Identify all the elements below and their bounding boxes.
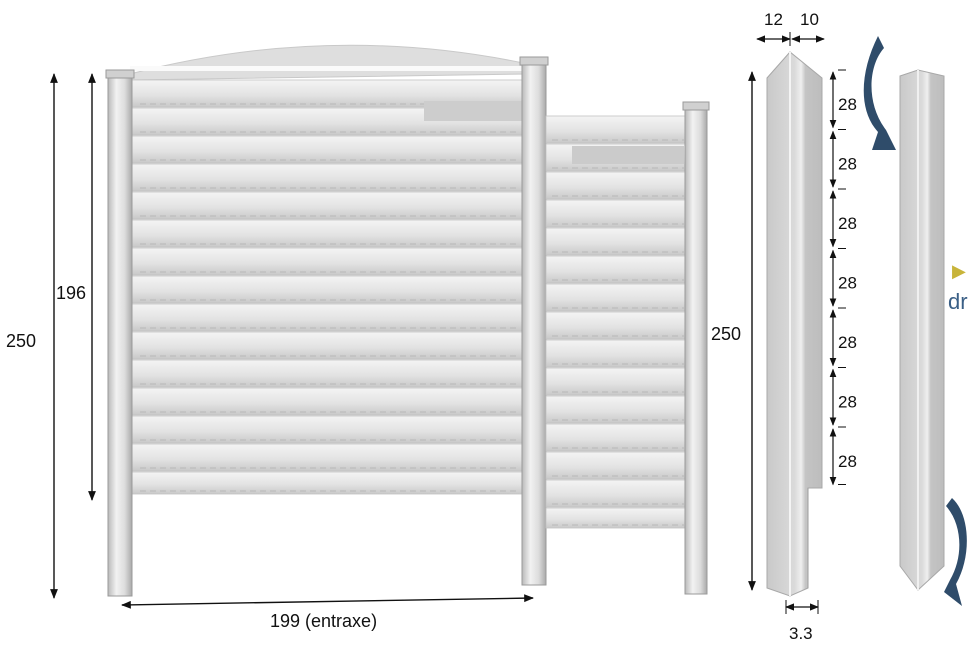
panel-slat xyxy=(545,171,687,200)
dimension-196-label: 196 xyxy=(56,283,86,303)
spacing-label: 28 xyxy=(838,452,857,471)
panel-slat xyxy=(545,339,687,368)
panel-slat xyxy=(545,255,687,284)
curved-arrow-icon xyxy=(944,498,967,606)
dimension-10-label: 10 xyxy=(800,10,819,29)
spacing-label: 28 xyxy=(838,392,857,411)
spacing-label: 28 xyxy=(838,333,857,352)
spacing-label: 28 xyxy=(838,273,857,292)
panel-slat xyxy=(129,303,525,332)
post-rotated-body xyxy=(899,69,945,591)
dimension-196: 196 xyxy=(56,73,96,501)
spacing-label: 28 xyxy=(838,95,857,114)
post-middle xyxy=(521,59,547,586)
dimension-span: 199 (entraxe) xyxy=(121,594,534,631)
dimension-span-label: 199 (entraxe) xyxy=(270,611,377,631)
panel-slat xyxy=(545,423,687,452)
panel-slat xyxy=(545,199,687,228)
spacing-label: 28 xyxy=(838,214,857,233)
panel-slat xyxy=(545,395,687,424)
dimension-12-label: 12 xyxy=(764,10,783,29)
post-left-cap xyxy=(105,69,135,79)
panel-slat xyxy=(545,451,687,480)
spacing-label: 28 xyxy=(838,154,857,173)
post-right xyxy=(684,105,708,595)
curved-arrow-icon xyxy=(863,36,896,150)
pointer-icon: ▶ xyxy=(952,261,966,281)
panel-slat xyxy=(129,359,525,388)
post-right-cap xyxy=(682,101,710,111)
panel-slat xyxy=(545,115,687,144)
panel-slat xyxy=(129,275,525,304)
panel-slat xyxy=(129,247,525,276)
cropped-label-text: dr xyxy=(948,289,968,314)
post-rotated xyxy=(899,69,945,591)
panel-slat xyxy=(129,135,525,164)
spacing-dimensions: 28 28 28 28 28 28 28 xyxy=(829,69,857,486)
post-profile-body xyxy=(766,51,823,597)
panel-slat xyxy=(129,331,525,360)
panel-slat xyxy=(545,227,687,256)
fence-panel-front xyxy=(105,44,549,597)
panel-slat xyxy=(129,163,525,192)
panel-arch-band xyxy=(130,66,528,71)
dimension-3-3-label: 3.3 xyxy=(789,624,813,643)
panel-slat xyxy=(545,367,687,396)
panel-slats xyxy=(129,79,525,495)
post-profile-detail: 250 12 10 3.3 28 28 28 28 28 28 28 xyxy=(711,10,857,643)
panel-slat xyxy=(545,311,687,340)
dimension-250-right-label: 250 xyxy=(711,324,741,344)
panel-slat xyxy=(545,283,687,312)
panel-slat xyxy=(129,443,525,472)
panel-slat xyxy=(545,479,687,508)
panel-slat xyxy=(129,219,525,248)
slat-shadow xyxy=(424,101,524,121)
panel-slat xyxy=(129,191,525,220)
post-middle-cap xyxy=(519,56,549,66)
slat-shadow xyxy=(572,146,684,164)
panel-slat xyxy=(129,415,525,444)
dimension-250-left-label: 250 xyxy=(6,331,36,351)
dimension-250-left: 250 xyxy=(6,73,58,599)
panel-slat xyxy=(129,387,525,416)
panel-slats-back xyxy=(545,115,687,529)
post-left xyxy=(107,73,133,597)
panel-arch xyxy=(129,44,529,81)
fence-panel-back xyxy=(545,101,710,595)
